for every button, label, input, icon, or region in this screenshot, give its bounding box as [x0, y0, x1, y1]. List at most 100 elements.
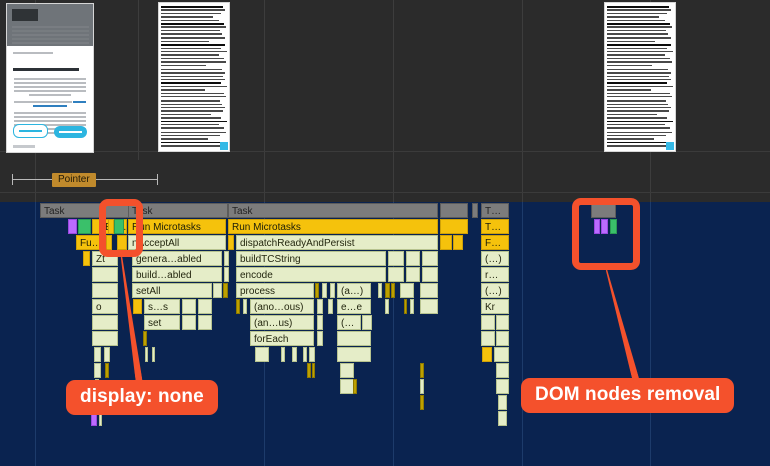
flame-event-fn[interactable]: r… [481, 267, 509, 282]
flame-event-js-tiny[interactable] [228, 235, 234, 250]
flame-event-js-tiny[interactable] [106, 235, 112, 250]
flame-event-fn-tiny[interactable] [498, 411, 507, 426]
flame-event-fn-tiny[interactable] [224, 267, 229, 282]
flame-event-js-tiny[interactable] [482, 347, 492, 362]
flame-event-js[interactable]: T… [481, 219, 509, 234]
flame-event-fn-tiny[interactable] [317, 299, 323, 314]
flame-event-fn[interactable]: nAcceptAll [128, 235, 226, 250]
flame-event-fn[interactable]: dispatchReadyAndPersist [236, 235, 438, 250]
flame-event-fn-tiny[interactable] [224, 251, 229, 266]
flame-event-fn-tiny[interactable] [406, 251, 420, 266]
flame-event-fn[interactable]: process [236, 283, 314, 298]
flame-event-task[interactable]: T… [481, 203, 509, 218]
consent-continue-button[interactable] [13, 124, 48, 138]
flame-event-fn-tiny[interactable] [420, 379, 424, 394]
flame-event-fn-tiny[interactable] [406, 267, 420, 282]
flame-event-fn-tiny[interactable] [255, 347, 269, 362]
flame-event-fn-tiny[interactable] [385, 299, 389, 314]
flame-event-fn[interactable]: (a…) [337, 283, 371, 298]
flame-event-fn-tiny[interactable] [337, 331, 371, 346]
flame-event-fn-tiny[interactable] [94, 347, 101, 362]
flame-event-fn-tiny[interactable] [198, 315, 212, 330]
flame-event-fn[interactable]: (ano…ous) [250, 299, 314, 314]
filmstrip-frame-lorem-2[interactable] [604, 2, 676, 152]
flame-event-task-tiny[interactable] [440, 203, 468, 218]
flame-event-fn[interactable]: encode [236, 267, 386, 282]
flame-event-fn-tiny[interactable] [496, 363, 509, 378]
flame-event-paint-tiny[interactable] [404, 299, 407, 314]
flame-event-fn-tiny[interactable] [292, 347, 297, 362]
flame-event-fn-tiny[interactable] [388, 251, 404, 266]
flame-event-fn-tiny[interactable] [243, 299, 247, 314]
flame-event-fn-tiny[interactable] [303, 347, 307, 362]
flame-event-fn[interactable]: (…) [481, 283, 509, 298]
flame-event-fn-tiny[interactable] [378, 283, 382, 298]
flame-event-fn[interactable]: s…s [144, 299, 180, 314]
flame-event-fn-tiny[interactable] [496, 331, 509, 346]
flame-event-fn-tiny[interactable] [213, 283, 222, 298]
flame-event-fn-tiny[interactable] [92, 267, 118, 282]
flame-event-fn-tiny[interactable] [322, 283, 327, 298]
flame-event-fn-tiny[interactable] [388, 267, 404, 282]
flame-event-gpu-tiny[interactable] [610, 219, 617, 234]
flame-event-fn-tiny[interactable] [317, 315, 323, 330]
flame-event-fn-tiny[interactable] [104, 347, 110, 362]
flame-event-fn-tiny[interactable] [496, 379, 509, 394]
flame-event-fn-tiny[interactable] [330, 283, 335, 298]
flame-event-paint-tiny[interactable] [420, 363, 424, 378]
flame-event-task[interactable]: Task [128, 203, 228, 218]
flame-event-gpu-tiny[interactable] [114, 219, 124, 234]
flame-event-fn[interactable]: set [144, 315, 180, 330]
flame-event-fn-tiny[interactable] [309, 347, 315, 362]
flame-event-fn[interactable]: e…e [337, 299, 371, 314]
flame-event-fn-tiny[interactable] [182, 315, 196, 330]
flame-event-fn-tiny[interactable] [340, 379, 354, 394]
flame-event-fn-tiny[interactable] [317, 331, 323, 346]
pointer-label[interactable]: Pointer [52, 173, 96, 187]
flame-event-task-tiny[interactable] [472, 203, 478, 218]
flame-event-fn-tiny[interactable] [92, 283, 118, 298]
flame-event-paint-tiny[interactable] [420, 395, 424, 410]
flame-event-fn-tiny[interactable] [92, 331, 118, 346]
flame-event-fn-tiny[interactable] [340, 363, 354, 378]
flame-event-fn-tiny[interactable] [92, 315, 118, 330]
flame-event-fn-tiny[interactable] [182, 299, 196, 314]
flame-event-fn-tiny[interactable] [420, 283, 438, 298]
flame-event-js-tiny[interactable] [453, 235, 463, 250]
flame-event-fn-tiny[interactable] [422, 267, 438, 282]
flame-event-fn[interactable]: setAll [132, 283, 212, 298]
flame-event-paint-tiny[interactable] [236, 299, 240, 314]
flame-event-fn[interactable]: (an…us) [250, 315, 314, 330]
flame-event-gc-tiny[interactable] [601, 219, 608, 234]
flame-event-js[interactable]: Run Microtasks [128, 219, 226, 234]
consent-accept-all-button[interactable] [54, 126, 87, 138]
flame-event-paint-tiny[interactable] [105, 363, 109, 378]
filmstrip-frame-lorem-1[interactable] [158, 2, 230, 152]
flame-event-gpu-tiny[interactable] [78, 219, 91, 234]
flame-event-fn[interactable]: Kr [481, 299, 509, 314]
flame-event-paint-tiny[interactable] [385, 283, 390, 298]
flame-event-paint-tiny[interactable] [143, 331, 147, 346]
filmstrip-frame-consent[interactable] [6, 3, 94, 153]
flame-event-fn-tiny[interactable] [281, 347, 285, 362]
flame-event-js[interactable]: Run Microtasks [228, 219, 438, 234]
flame-event-paint-tiny[interactable] [353, 379, 357, 394]
flame-event-paint-tiny[interactable] [307, 363, 311, 378]
flame-event-paint-tiny[interactable] [315, 283, 319, 298]
flame-event-js-tiny[interactable] [440, 235, 452, 250]
flame-event-js-tiny[interactable] [83, 251, 90, 266]
flame-event-fn-tiny[interactable] [498, 395, 507, 410]
flame-event-fn-tiny[interactable] [198, 299, 212, 314]
flame-event-fn-tiny[interactable] [400, 283, 414, 298]
flame-event-fn-tiny[interactable] [481, 315, 495, 330]
flame-event-fn-tiny[interactable] [496, 315, 509, 330]
flame-event-js-tiny[interactable] [117, 235, 127, 250]
flame-event-fn[interactable]: forEach [250, 331, 314, 346]
flame-event-fn[interactable]: buildTCString [236, 251, 386, 266]
flame-event-gc-tiny[interactable] [68, 219, 77, 234]
flame-event-fn-tiny[interactable] [337, 347, 371, 362]
flame-event-fn[interactable]: o [92, 299, 118, 314]
flame-event-js-tiny[interactable] [440, 219, 468, 234]
flame-event-js[interactable]: Fu… [76, 235, 104, 250]
